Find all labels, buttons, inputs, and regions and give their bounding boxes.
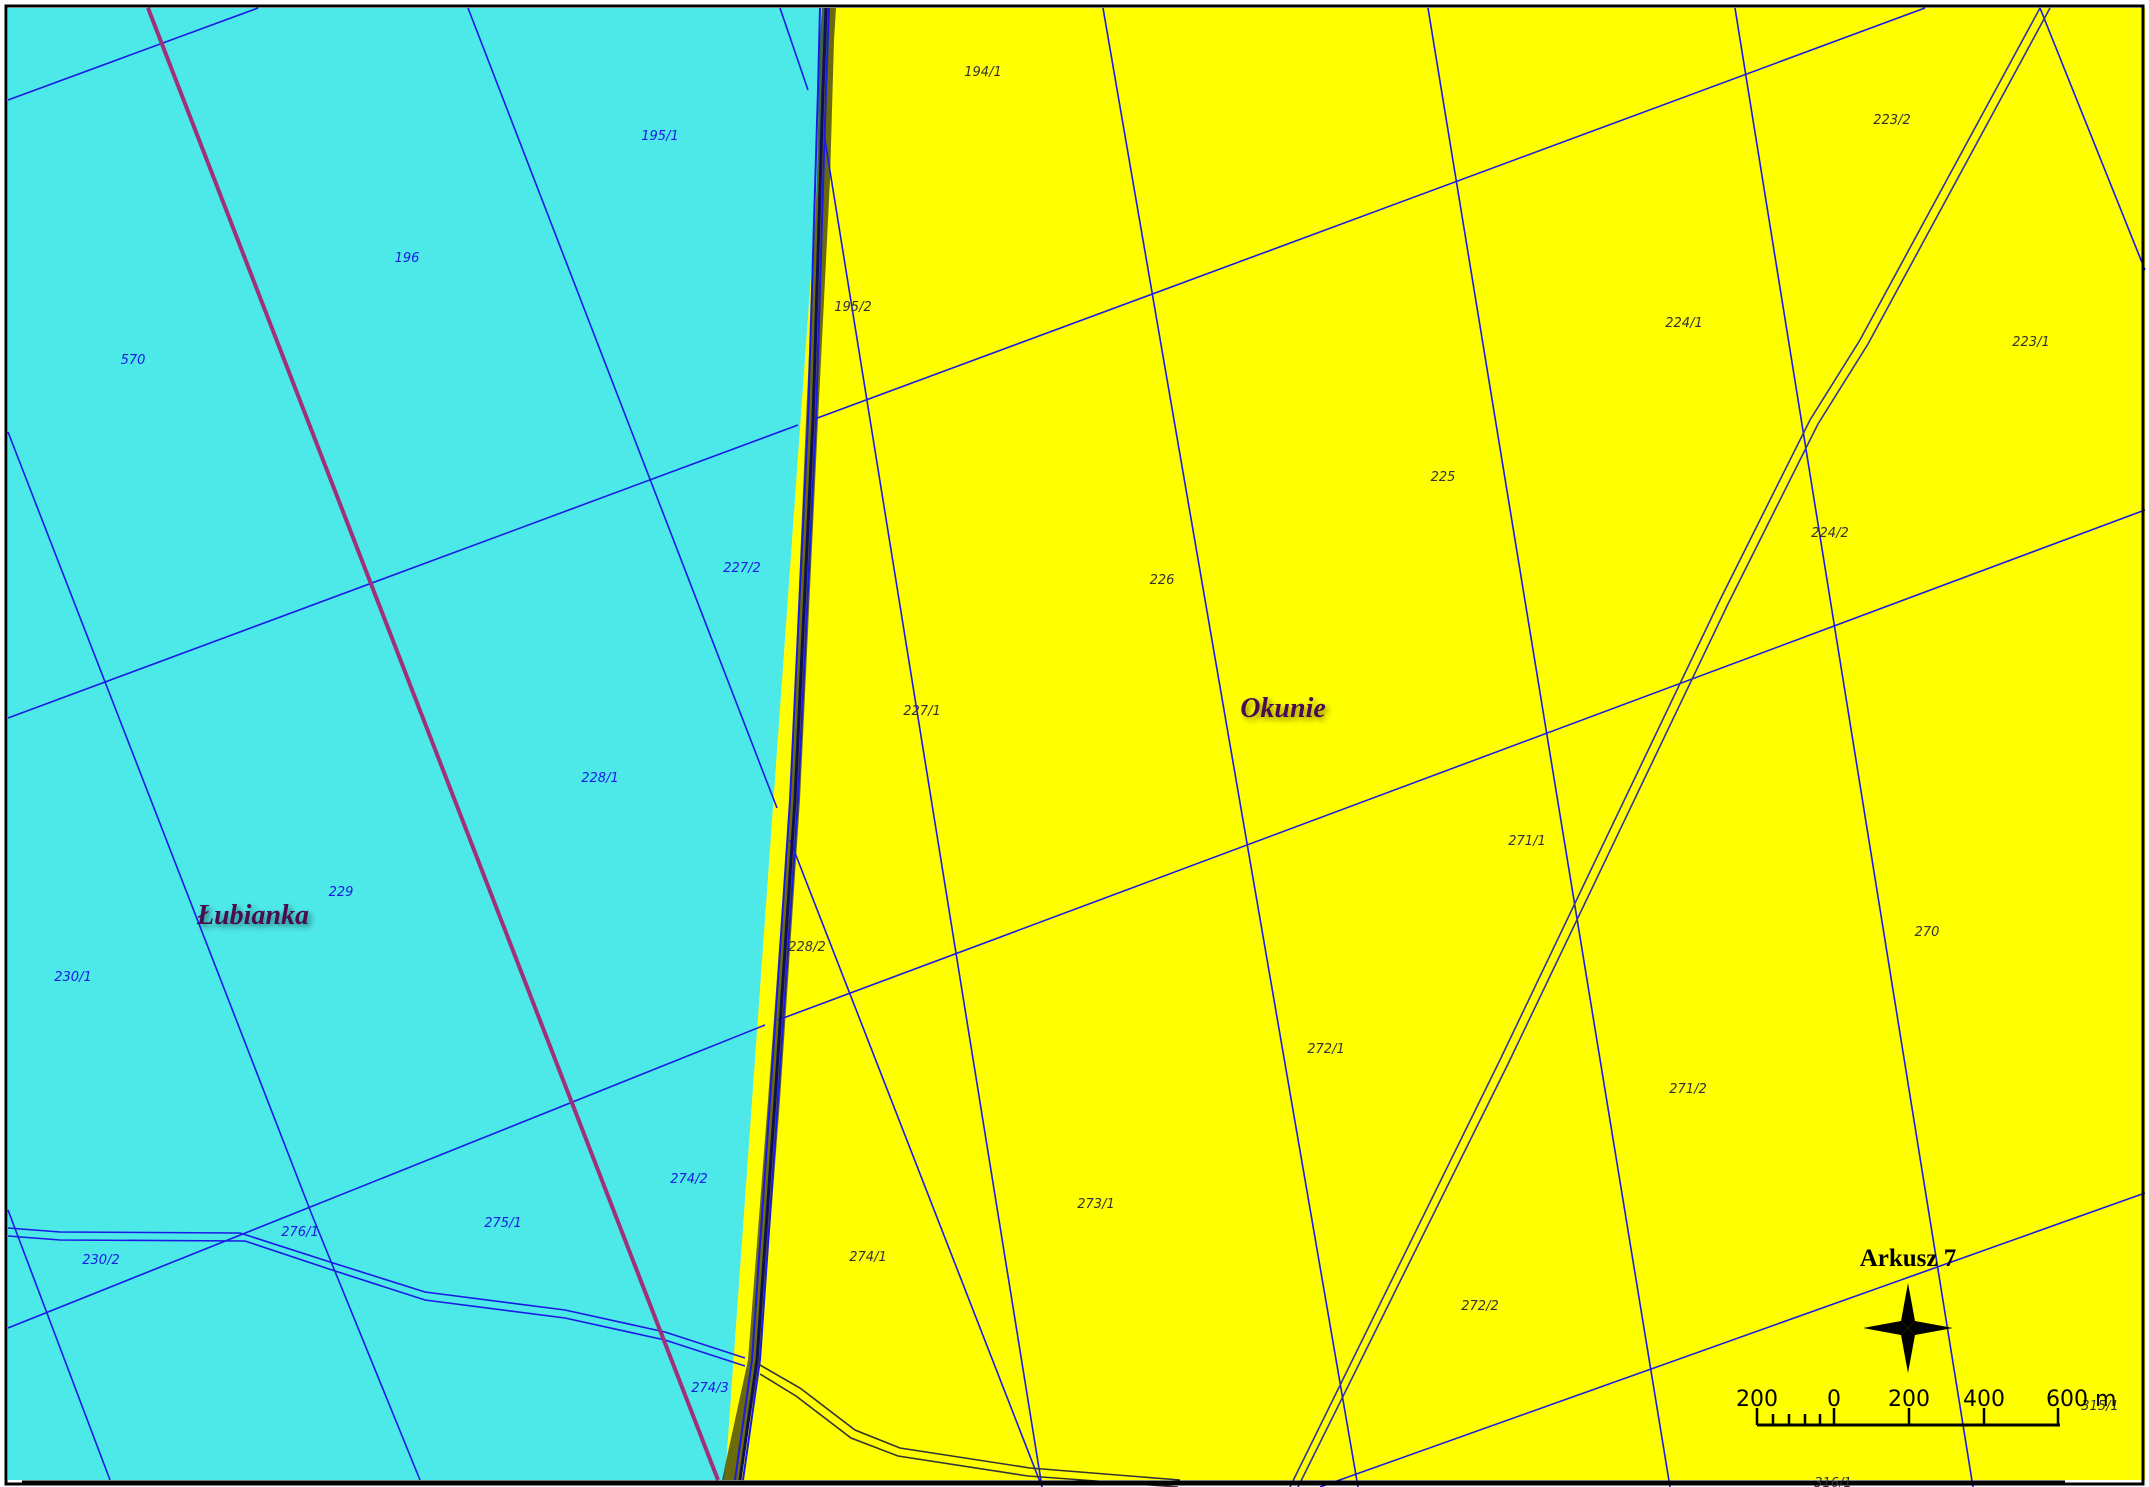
parcel-label-272-1[interactable]: 272/1 [1307, 1042, 1344, 1057]
parcel-label-271-1[interactable]: 271/1 [1508, 834, 1545, 849]
parcel-label-271-2[interactable]: 271/2 [1669, 1082, 1706, 1097]
parcel-label-274-1[interactable]: 274/1 [849, 1250, 886, 1265]
parcel-label-315-1[interactable]: 315/1 [2081, 1399, 2118, 1414]
parcel-label-229[interactable]: 229 [329, 885, 354, 900]
parcel-label-273-1[interactable]: 273/1 [1077, 1197, 1114, 1212]
scale-bar: 200 0 200 400 600 m [1736, 1387, 2116, 1427]
admin-boundary [146, 7, 720, 1481]
parcel-labels-east: 194/1 223/2 195/2 224/1 223/1 225 224/2 226 227/… [788, 65, 2118, 1487]
scale-label-600m: 600 m [2046, 1387, 2116, 1412]
parcel-label-230-2[interactable]: 230/2 [82, 1253, 119, 1268]
village-boundary-main [738, 7, 828, 1481]
scale-label-0: 0 [1827, 1387, 1841, 1412]
parcel-label-228-2[interactable]: 228/2 [788, 940, 825, 955]
village-label-okunie[interactable]: Okunie [1240, 693, 1326, 724]
parcel-label-223-1[interactable]: 223/1 [2012, 335, 2049, 350]
village-boundary [734, 7, 830, 1481]
road-lower [7, 1227, 746, 1367]
road-diagonal [1289, 7, 2051, 1487]
village-label-lubianka[interactable]: Łubianka [196, 900, 309, 931]
village-area-lubianka[interactable] [8, 8, 830, 1480]
parcel-lines [7, 7, 2146, 1487]
parcel-label-274-2[interactable]: 274/2 [670, 1172, 707, 1187]
scale-label-400: 400 [1963, 1387, 2005, 1412]
parcel-label-227-1[interactable]: 227/1 [903, 704, 940, 719]
parcel-label-570[interactable]: 570 [121, 353, 146, 368]
parcel-label-230-1[interactable]: 230/1 [54, 970, 91, 985]
parcel-label-276-1[interactable]: 276/1 [281, 1225, 318, 1240]
parcel-label-195-2[interactable]: 195/2 [834, 300, 871, 315]
parcel-label-224-1[interactable]: 224/1 [1665, 316, 1702, 331]
parcel-label-274-3[interactable]: 274/3 [691, 1381, 728, 1396]
scale-label-200-left: 200 [1736, 1387, 1778, 1412]
parcel-label-225[interactable]: 225 [1431, 470, 1456, 485]
parcel-label-196[interactable]: 196 [395, 251, 420, 266]
parcel-label-270[interactable]: 270 [1915, 925, 1940, 940]
village-area-okunie[interactable] [725, 8, 2145, 1480]
parcel-label-224-2[interactable]: 224/2 [1811, 526, 1848, 541]
parcel-label-223-2[interactable]: 223/2 [1873, 113, 1910, 128]
parcel-label-226[interactable]: 226 [1150, 573, 1175, 588]
sheet-title: Arkusz 7 [1860, 1245, 1957, 1272]
road-lower-east [759, 1364, 1181, 1487]
parcel-label-195-1[interactable]: 195/1 [641, 129, 678, 144]
parcel-label-227-2[interactable]: 227/2 [723, 561, 760, 576]
parcel-label-275-1[interactable]: 275/1 [484, 1216, 521, 1231]
parcel-label-194-1[interactable]: 194/1 [964, 65, 1001, 80]
scale-label-200: 200 [1888, 1387, 1930, 1412]
parcel-label-228-1[interactable]: 228/1 [581, 771, 618, 786]
map-frame [4, 4, 2145, 1486]
parcel-labels-west: 195/1 196 570 227/2 228/1 229 230/1 274/2 275/1 2… [54, 129, 760, 1396]
parcel-label-272-2[interactable]: 272/2 [1461, 1299, 1498, 1314]
parcel-label-316-1[interactable]: 316/1 [1814, 1476, 1851, 1487]
north-arrow-icon [1863, 1283, 1953, 1373]
